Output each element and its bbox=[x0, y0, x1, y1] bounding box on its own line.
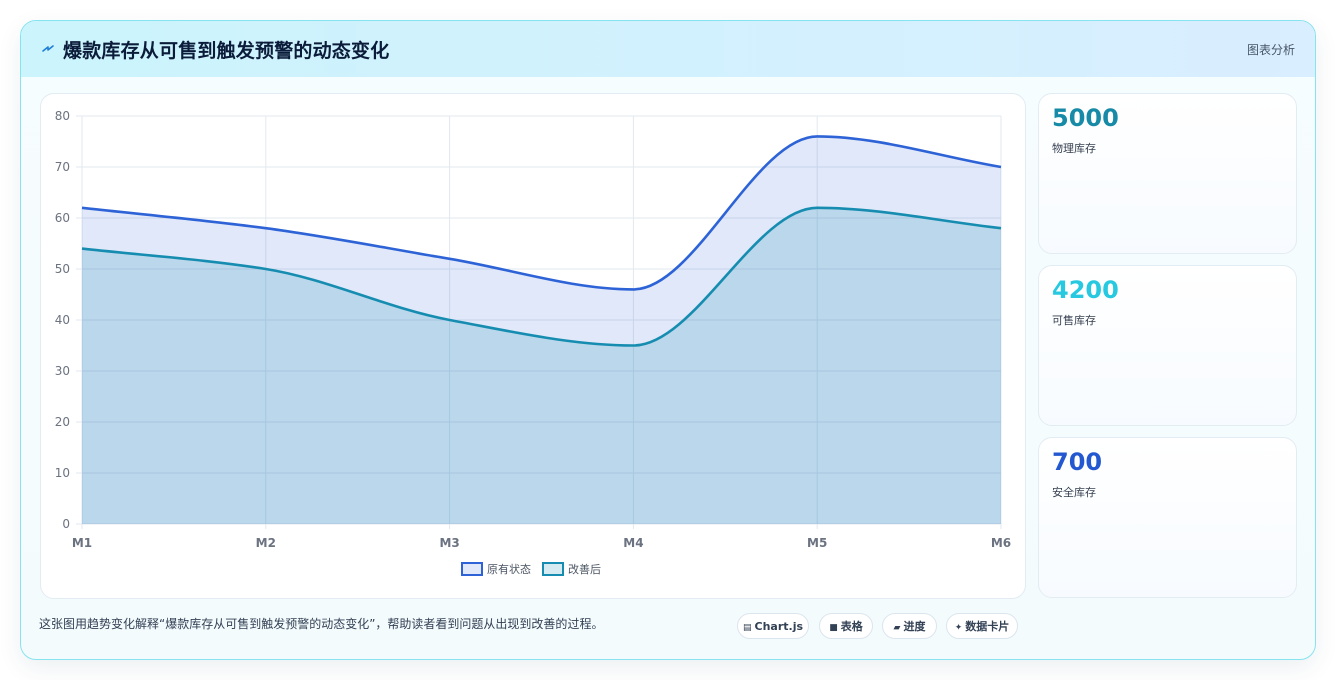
x-tick-label: M4 bbox=[623, 536, 643, 550]
pill-label: 进度 bbox=[903, 620, 926, 633]
legend-swatch bbox=[542, 562, 564, 576]
y-tick-label: 20 bbox=[55, 415, 70, 429]
legend-swatch bbox=[461, 562, 483, 576]
card-header: 爆款库存从可售到触发预警的动态变化 图表分析 bbox=[21, 21, 1315, 77]
stat-label: 可售库存 bbox=[1052, 314, 1096, 327]
stat-card-safety-stock: 700 安全库存 bbox=[1038, 437, 1297, 598]
y-tick-label: 0 bbox=[62, 517, 70, 531]
x-tick-label: M3 bbox=[439, 536, 459, 550]
x-tick-label: M2 bbox=[256, 536, 276, 550]
y-tick-label: 70 bbox=[55, 160, 70, 174]
chart-panel: 0 10 20 30 40 50 60 70 80 M1 M2 M3 M4 M5 M6 原有状态 改善后 bbox=[40, 93, 1026, 599]
x-tick-label: M1 bbox=[72, 536, 92, 550]
series-line-2 bbox=[81, 206, 1002, 347]
y-tick-label: 60 bbox=[55, 211, 70, 225]
x-tick-label: M6 bbox=[991, 536, 1011, 550]
line-area-chart: 0 10 20 30 40 50 60 70 80 M1 M2 M3 M4 M5 M6 原有状态 改善后 bbox=[55, 109, 1011, 576]
x-tick-label: M5 bbox=[807, 536, 827, 550]
stat-value: 5000 bbox=[1052, 104, 1119, 132]
y-tick-label: 10 bbox=[55, 466, 70, 480]
stat-value: 4200 bbox=[1052, 276, 1119, 304]
pill-chartjs[interactable]: ▤ Chart.js bbox=[737, 613, 809, 639]
stat-card-sellable-stock: 4200 可售库存 bbox=[1038, 265, 1297, 426]
stat-label: 安全库存 bbox=[1052, 486, 1096, 499]
page-title: 爆款库存从可售到触发预警的动态变化 bbox=[63, 40, 390, 62]
lightning-icon bbox=[42, 45, 54, 52]
chart-icon: ▤ bbox=[742, 623, 752, 633]
pill-label: 表格 bbox=[840, 620, 863, 633]
legend-label: 改善后 bbox=[568, 562, 601, 576]
y-tick-label: 80 bbox=[55, 109, 70, 123]
stat-label: 物理库存 bbox=[1052, 142, 1096, 155]
pill-table[interactable]: ■ 表格 bbox=[819, 613, 873, 639]
legend-label: 原有状态 bbox=[487, 562, 531, 576]
y-tick-label: 50 bbox=[55, 262, 70, 276]
series-area-1 bbox=[82, 136, 1001, 524]
series-line-1 bbox=[81, 135, 1002, 291]
stat-card-physical-stock: 5000 物理库存 bbox=[1038, 93, 1297, 254]
pill-label: Chart.js bbox=[754, 620, 804, 633]
progress-icon: ▰ bbox=[893, 623, 901, 633]
pill-data-cards[interactable]: ✦ 数据卡片 bbox=[946, 613, 1018, 639]
sparkle-icon: ✦ bbox=[954, 623, 963, 633]
series-area-2 bbox=[82, 207, 1001, 525]
chart-card: 爆款库存从可售到触发预警的动态变化 图表分析 0 10 20 30 40 50 60 70 80… bbox=[20, 20, 1316, 660]
pill-progress[interactable]: ▰ 进度 bbox=[882, 613, 937, 639]
table-icon: ■ bbox=[829, 623, 838, 633]
chart-analysis-link[interactable]: 图表分析 bbox=[1246, 43, 1295, 57]
pill-label: 数据卡片 bbox=[965, 620, 1010, 633]
chart-description: 这张图用趋势变化解释“爆款库存从可售到触发预警的动态变化”，帮助读者看到问题从出… bbox=[39, 617, 604, 631]
stat-value: 700 bbox=[1052, 448, 1103, 476]
y-tick-label: 40 bbox=[55, 313, 70, 327]
y-tick-label: 30 bbox=[55, 364, 70, 378]
